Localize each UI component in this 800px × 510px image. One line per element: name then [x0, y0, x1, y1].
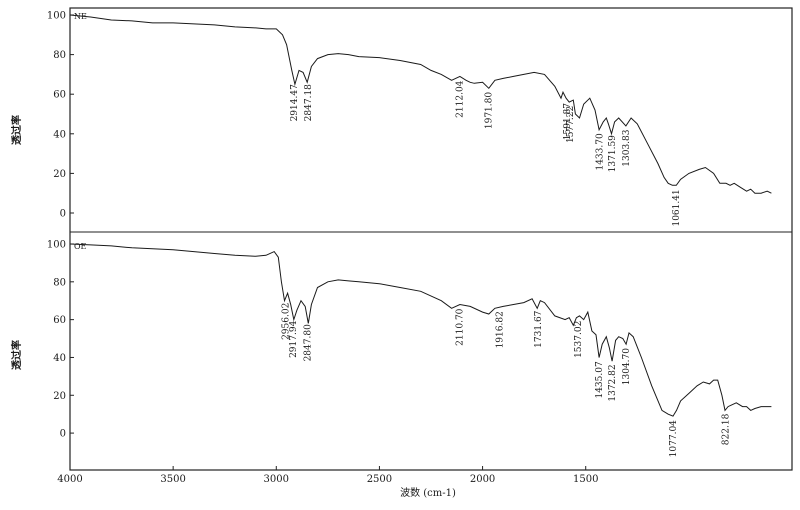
bottom-peak-label: 2847.80 [304, 324, 314, 361]
top-peak-label: 2914.47 [290, 84, 300, 121]
top-y-tick-label: 60 [53, 90, 66, 101]
top-y-tick-label: 100 [47, 11, 66, 22]
top-spectrum-line [69, 14, 772, 194]
top-y-ticks: 0 20 40 60 80 100 [47, 11, 74, 220]
x-tick-label: 3500 [160, 474, 185, 485]
bottom-peak-label: 2956.02 [281, 303, 291, 340]
bottom-peak-label: 1435.07 [595, 361, 605, 398]
top-y-tick-label: 0 [60, 209, 66, 220]
bottom-y-tick-label: 40 [53, 353, 66, 364]
bottom-peak-label: 822.18 [722, 413, 732, 445]
top-peak-label: 1971.80 [484, 92, 494, 129]
bottom-y-tick-label: 0 [60, 429, 66, 440]
top-y-tick-label: 80 [53, 50, 66, 61]
top-y-tick-label: 40 [53, 129, 66, 140]
bottom-y-tick-label: 80 [53, 277, 66, 288]
bottom-peak-label: 2917.94 [289, 320, 299, 357]
bottom-panel-title: OE [74, 242, 87, 251]
top-peak-label: 1591.87 [563, 103, 573, 140]
top-peak-label: 1371.59 [608, 135, 618, 172]
bottom-peak-label: 1731.67 [534, 310, 544, 347]
x-tick-label: 1500 [573, 474, 598, 485]
x-tick-label: 2500 [367, 474, 392, 485]
bottom-y-tick-label: 20 [53, 391, 66, 402]
x-axis-label: 波数 (cm-1) [400, 486, 456, 499]
bottom-spectrum-line [69, 243, 772, 417]
bottom-y-ticks: 0 20 40 60 80 100 [47, 240, 74, 440]
top-peak-label: 2112.04 [456, 80, 466, 117]
bottom-peak-label: 1537.02 [574, 321, 584, 358]
x-axis-ticks: 4000 3500 3000 2500 2000 1500 [57, 466, 598, 485]
top-peak-label: 1577.22 [566, 106, 576, 143]
top-peak-label: 1303.83 [622, 129, 632, 166]
bottom-peak-label: 1916.82 [496, 311, 506, 348]
x-tick-label: 4000 [57, 474, 82, 485]
bottom-peak-label: 1304.70 [622, 348, 632, 385]
top-peak-labels: 2914.47 2847.18 2112.04 1971.80 1591.871577.… [290, 80, 682, 226]
top-peak-label: 1061.41 [672, 189, 682, 226]
bottom-y-axis-label: 透过率 [10, 340, 23, 370]
x-tick-label: 2000 [470, 474, 495, 485]
top-peak-label: 1433.70 [595, 133, 605, 170]
plot-frame [69, 7, 793, 471]
bottom-peak-label: 2110.70 [456, 308, 466, 345]
bottom-peak-label: 1077.04 [669, 420, 679, 457]
bottom-y-tick-label: 100 [47, 240, 66, 251]
x-tick-label: 3000 [264, 474, 289, 485]
top-y-tick-label: 20 [53, 169, 66, 180]
top-peak-label: 2847.18 [304, 84, 314, 121]
bottom-peak-label: 1372.82 [608, 364, 618, 401]
bottom-y-tick-label: 60 [53, 315, 66, 326]
top-y-axis-label: 透过率 [10, 115, 23, 145]
